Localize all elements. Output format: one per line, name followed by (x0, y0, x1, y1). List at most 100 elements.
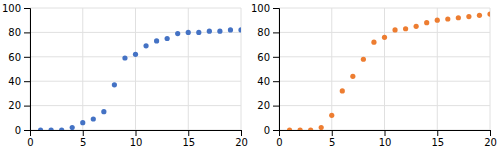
grid-line (30, 105, 241, 106)
point (133, 52, 138, 57)
point (59, 127, 64, 130)
tick: 5 (329, 130, 335, 148)
tick: 0 (276, 130, 282, 148)
grid-line (279, 8, 490, 9)
point (238, 27, 241, 32)
tick: 5 (80, 130, 86, 148)
point (38, 127, 43, 130)
point (287, 127, 292, 130)
tick: 10 (379, 130, 392, 148)
tick: 60 (257, 52, 279, 63)
tick-mark (136, 130, 137, 136)
tick-mark (385, 130, 386, 136)
axis-line (280, 131, 491, 137)
grid-line (279, 105, 490, 106)
axis-line (24, 9, 31, 131)
marks (287, 12, 490, 131)
tick-mark (332, 130, 333, 136)
tick: 15 (431, 130, 444, 148)
point (122, 55, 127, 60)
point (298, 127, 303, 130)
point (403, 26, 408, 31)
tick-label: 40 (257, 76, 270, 87)
point (319, 125, 324, 130)
grid (279, 8, 490, 130)
chart: 0510152002040608010005101520020406080100 (0, 0, 500, 150)
point (80, 120, 85, 125)
tick-label: 80 (257, 27, 270, 38)
tick-label: 15 (182, 137, 195, 148)
point (70, 125, 75, 130)
point (350, 74, 355, 79)
point (101, 109, 106, 114)
tick-mark (24, 106, 30, 107)
panel: 0 5 10 15 20 0 20 40 60 80 100 (2, 3, 248, 148)
tick-mark (273, 57, 279, 58)
tick-label: 100 (2, 3, 21, 14)
tick: 15 (182, 130, 195, 148)
grid-line (437, 8, 438, 130)
tick-label: 10 (379, 137, 392, 148)
tick: 0 (27, 130, 33, 148)
tick-label: 0 (276, 137, 282, 148)
tick: 80 (257, 27, 279, 38)
y-axis: 020406080100 (251, 3, 280, 136)
point (424, 20, 429, 25)
tick: 10 (130, 130, 143, 148)
tick-label: 20 (484, 137, 497, 148)
grid-line (490, 8, 491, 130)
point (329, 113, 334, 118)
tick-mark (273, 32, 279, 33)
grid-line (279, 32, 490, 33)
point (112, 82, 117, 87)
tick-mark (24, 57, 30, 58)
tick-mark (437, 130, 438, 136)
tick-mark (273, 81, 279, 82)
point (466, 14, 471, 19)
tick-label: 20 (257, 100, 270, 111)
tick: 20 (8, 100, 30, 111)
tick: 20 (484, 130, 497, 148)
grid-line (279, 81, 490, 82)
point (392, 27, 397, 32)
tick: 80 (8, 27, 30, 38)
tick-mark (24, 32, 30, 33)
point (487, 12, 490, 17)
tick: 60 (8, 52, 30, 63)
point (154, 38, 159, 43)
grid-line (331, 8, 332, 130)
tick-label: 80 (8, 27, 21, 38)
tick-mark (24, 8, 30, 9)
tick-label: 0 (264, 125, 270, 136)
tick-mark (490, 130, 491, 136)
x-axis: 0 5 10 15 20 (276, 130, 497, 148)
tick-mark (188, 130, 189, 136)
grid-line (384, 8, 385, 130)
tick-label: 60 (8, 52, 21, 63)
tick-mark (24, 81, 30, 82)
point (445, 16, 450, 21)
tick-mark (273, 130, 279, 131)
tick-label: 0 (15, 125, 21, 136)
tick: 40 (8, 76, 30, 87)
tick-label: 0 (27, 137, 33, 148)
grid (30, 8, 241, 130)
grid-line (82, 8, 83, 130)
point (186, 30, 191, 35)
grid-line (135, 8, 136, 130)
tick-mark (241, 130, 242, 136)
y-axis: 0 20 40 60 80 100 (2, 3, 31, 136)
tick-mark (24, 130, 30, 131)
point (361, 57, 366, 62)
panel: 05101520020406080100 (251, 3, 497, 148)
marks (38, 27, 241, 130)
tick: 20 (235, 130, 248, 148)
point (477, 13, 482, 18)
x-axis: 0 5 10 15 20 (27, 130, 248, 148)
tick-label: 5 (329, 137, 335, 148)
tick-label: 60 (257, 52, 270, 63)
tick-label: 20 (235, 137, 248, 148)
grid-line (241, 8, 242, 130)
point (228, 27, 233, 32)
tick-mark (273, 8, 279, 9)
